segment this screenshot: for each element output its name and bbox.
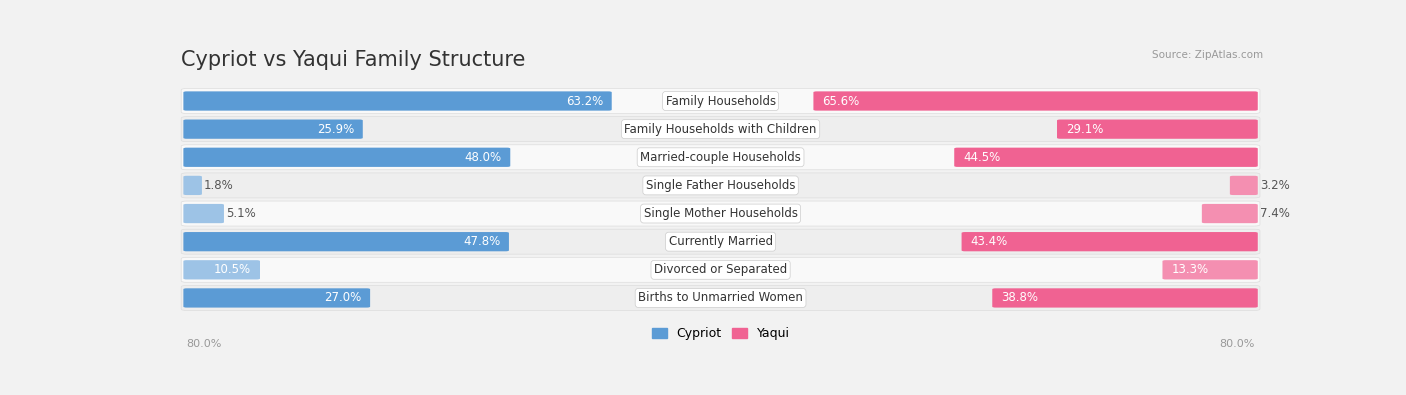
FancyBboxPatch shape bbox=[181, 88, 1260, 113]
FancyBboxPatch shape bbox=[1057, 120, 1258, 139]
FancyBboxPatch shape bbox=[181, 257, 1260, 282]
Text: 63.2%: 63.2% bbox=[565, 94, 603, 107]
FancyBboxPatch shape bbox=[814, 91, 1258, 111]
Text: 38.8%: 38.8% bbox=[1001, 292, 1038, 305]
FancyBboxPatch shape bbox=[181, 286, 1260, 310]
FancyBboxPatch shape bbox=[1163, 260, 1258, 279]
Text: Source: ZipAtlas.com: Source: ZipAtlas.com bbox=[1152, 51, 1263, 60]
Text: 44.5%: 44.5% bbox=[963, 151, 1000, 164]
Text: Single Mother Households: Single Mother Households bbox=[644, 207, 797, 220]
Text: Single Father Households: Single Father Households bbox=[645, 179, 796, 192]
FancyBboxPatch shape bbox=[1230, 176, 1258, 195]
Legend: Cypriot, Yaqui: Cypriot, Yaqui bbox=[647, 322, 794, 345]
FancyBboxPatch shape bbox=[962, 232, 1258, 251]
Text: 80.0%: 80.0% bbox=[1219, 339, 1254, 348]
Text: 13.3%: 13.3% bbox=[1171, 263, 1208, 276]
Text: Cypriot vs Yaqui Family Structure: Cypriot vs Yaqui Family Structure bbox=[181, 51, 526, 70]
Text: 80.0%: 80.0% bbox=[187, 339, 222, 348]
Text: 48.0%: 48.0% bbox=[464, 151, 502, 164]
FancyBboxPatch shape bbox=[183, 176, 202, 195]
Text: Family Households: Family Households bbox=[665, 94, 776, 107]
FancyBboxPatch shape bbox=[183, 288, 370, 308]
Text: 3.2%: 3.2% bbox=[1260, 179, 1289, 192]
Text: Births to Unmarried Women: Births to Unmarried Women bbox=[638, 292, 803, 305]
FancyBboxPatch shape bbox=[955, 148, 1258, 167]
FancyBboxPatch shape bbox=[181, 229, 1260, 254]
FancyBboxPatch shape bbox=[183, 148, 510, 167]
Text: 65.6%: 65.6% bbox=[823, 94, 859, 107]
FancyBboxPatch shape bbox=[993, 288, 1258, 308]
Text: 25.9%: 25.9% bbox=[316, 122, 354, 135]
FancyBboxPatch shape bbox=[183, 204, 224, 223]
Text: Currently Married: Currently Married bbox=[668, 235, 773, 248]
FancyBboxPatch shape bbox=[181, 117, 1260, 142]
Text: Family Households with Children: Family Households with Children bbox=[624, 122, 817, 135]
Text: Divorced or Separated: Divorced or Separated bbox=[654, 263, 787, 276]
FancyBboxPatch shape bbox=[181, 173, 1260, 198]
FancyBboxPatch shape bbox=[183, 120, 363, 139]
Text: 43.4%: 43.4% bbox=[970, 235, 1008, 248]
Text: 7.4%: 7.4% bbox=[1260, 207, 1289, 220]
Text: 5.1%: 5.1% bbox=[226, 207, 256, 220]
Text: 10.5%: 10.5% bbox=[214, 263, 252, 276]
Text: 47.8%: 47.8% bbox=[463, 235, 501, 248]
FancyBboxPatch shape bbox=[181, 201, 1260, 226]
Text: 27.0%: 27.0% bbox=[325, 292, 361, 305]
FancyBboxPatch shape bbox=[1202, 204, 1258, 223]
FancyBboxPatch shape bbox=[181, 145, 1260, 170]
Text: 1.8%: 1.8% bbox=[204, 179, 233, 192]
Text: 29.1%: 29.1% bbox=[1066, 122, 1104, 135]
FancyBboxPatch shape bbox=[183, 91, 612, 111]
FancyBboxPatch shape bbox=[183, 232, 509, 251]
FancyBboxPatch shape bbox=[183, 260, 260, 279]
Text: Married-couple Households: Married-couple Households bbox=[640, 151, 801, 164]
